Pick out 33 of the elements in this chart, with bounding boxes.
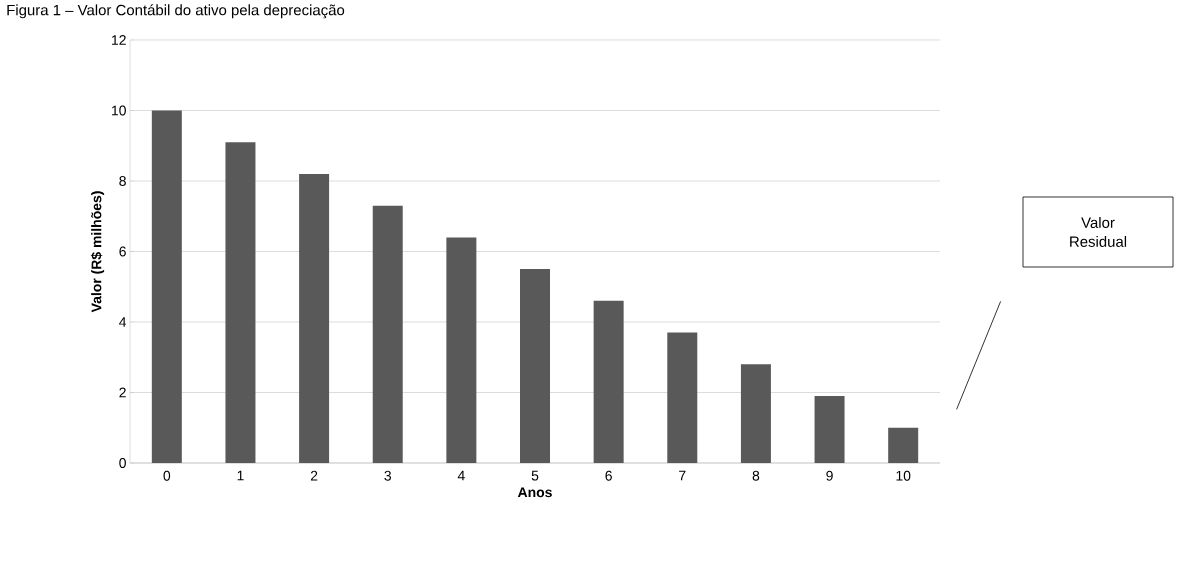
y-tick-label: 8 bbox=[119, 176, 126, 186]
y-tick-label: 0 bbox=[119, 458, 126, 468]
bar bbox=[299, 173, 330, 463]
x-tick-label: 3 bbox=[384, 470, 391, 481]
chart-title: Figura 1 – Valor Contábil do ativo pela depreciação bbox=[7, 4, 345, 19]
bar bbox=[740, 364, 771, 463]
y-tick-label: 10 bbox=[112, 105, 126, 116]
bar bbox=[888, 427, 919, 463]
bar bbox=[593, 300, 624, 463]
y-tick-label: 2 bbox=[119, 387, 126, 398]
x-tick-label: 2 bbox=[310, 470, 318, 481]
bar bbox=[372, 205, 403, 463]
bar bbox=[667, 332, 698, 463]
x-tick-label: 0 bbox=[163, 470, 171, 481]
bar bbox=[151, 110, 182, 463]
x-tick-label: 10 bbox=[896, 470, 911, 481]
x-tick-label: 9 bbox=[826, 470, 833, 481]
x-tick-label: 6 bbox=[605, 470, 612, 481]
y-tick-label: 12 bbox=[112, 35, 126, 45]
y-tick-label: 4 bbox=[119, 317, 127, 327]
bar bbox=[814, 396, 845, 463]
x-tick-label: 4 bbox=[457, 470, 465, 481]
x-tick-label: 1 bbox=[237, 470, 244, 481]
x-tick-label: 8 bbox=[752, 470, 760, 481]
y-axis-title: Valor (R$ milhões) bbox=[90, 191, 105, 313]
bar bbox=[520, 269, 550, 463]
x-tick-label: 5 bbox=[531, 470, 539, 481]
bar bbox=[446, 237, 477, 463]
text: Valor Residual bbox=[1070, 217, 1127, 247]
y-tick-label: 6 bbox=[119, 246, 126, 257]
bar bbox=[225, 142, 256, 463]
x-tick-label: 7 bbox=[679, 470, 686, 481]
x-axis-title: Anos bbox=[517, 487, 552, 498]
